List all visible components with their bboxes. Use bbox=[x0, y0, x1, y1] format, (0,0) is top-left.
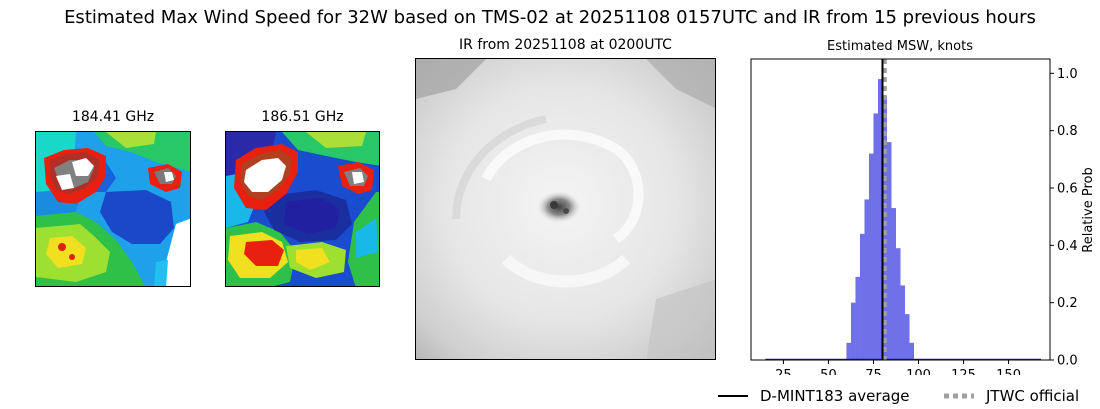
y-tick-label: 0.6 bbox=[1057, 182, 1078, 197]
y-tick-label: 0.8 bbox=[1057, 124, 1078, 139]
histogram-bar bbox=[868, 153, 874, 360]
y-tick-label: 0.2 bbox=[1057, 296, 1078, 311]
ir-image-graphic bbox=[416, 59, 715, 359]
legend: D-MINT183 average JTWC official bbox=[716, 386, 1096, 406]
histogram-bar bbox=[855, 276, 860, 360]
histogram-bar bbox=[846, 342, 851, 360]
mw1-image-graphic bbox=[36, 132, 190, 286]
y-tick-label: 1.0 bbox=[1057, 67, 1078, 82]
x-tick-label: 50 bbox=[820, 368, 837, 375]
histogram-bar bbox=[877, 79, 883, 361]
mw2-image-graphic bbox=[226, 132, 379, 286]
histogram-bar bbox=[850, 302, 856, 360]
histogram-bar bbox=[864, 199, 869, 360]
y-tick-label: 0.0 bbox=[1057, 354, 1078, 369]
mw2-image bbox=[225, 131, 380, 287]
y-axis-label: Relative Prob bbox=[1081, 167, 1096, 252]
figure-title: Estimated Max Wind Speed for 32W based o… bbox=[64, 7, 1036, 28]
histogram-bar bbox=[882, 96, 887, 360]
histogram-bar bbox=[909, 342, 915, 360]
legend-average-label: D-MINT183 average bbox=[760, 387, 910, 405]
histogram-bar bbox=[859, 233, 865, 360]
x-tick-label: 75 bbox=[865, 368, 882, 375]
histogram-frame bbox=[750, 58, 1051, 361]
legend-swatches bbox=[718, 393, 974, 399]
histogram-bar bbox=[900, 285, 906, 360]
histogram-title: Estimated MSW, knots bbox=[827, 39, 973, 54]
mw2-title: 186.51 GHz bbox=[261, 109, 344, 125]
x-tick-label: 125 bbox=[951, 368, 976, 375]
msw-histogram: Estimated MSW, knots 25 50 75 100 125 150 0.0… bbox=[750, 39, 1096, 375]
histogram-bar bbox=[886, 142, 892, 360]
histogram-bar bbox=[895, 248, 901, 360]
x-tick-label: 100 bbox=[906, 368, 931, 375]
mw1-title: 184.41 GHz bbox=[71, 109, 155, 125]
mw1-image bbox=[35, 131, 191, 287]
y-tick-label: 0.4 bbox=[1057, 239, 1078, 254]
histogram-bar bbox=[873, 113, 878, 360]
histogram-bar bbox=[905, 314, 910, 360]
ir-title: IR from 20251108 at 0200UTC bbox=[459, 37, 672, 53]
x-tick-label: 25 bbox=[775, 368, 792, 375]
ir-image bbox=[415, 58, 716, 360]
x-tick-label: 150 bbox=[996, 368, 1021, 375]
legend-jtwc-label: JTWC official bbox=[986, 387, 1080, 405]
histogram-bar bbox=[891, 208, 896, 360]
